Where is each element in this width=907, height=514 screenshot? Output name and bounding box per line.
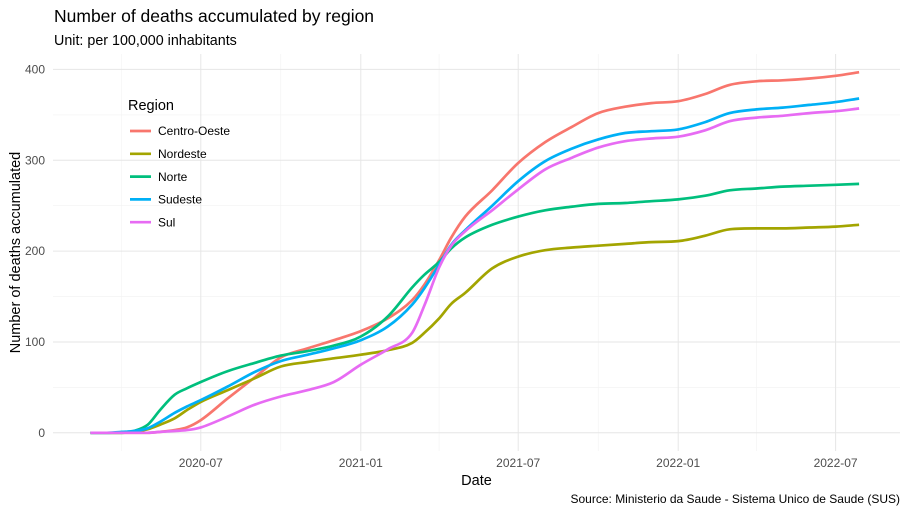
legend-item-sudeste: Sudeste xyxy=(130,193,202,207)
x-tick-label: 2022-01 xyxy=(656,456,700,470)
y-tick-label: 300 xyxy=(25,153,45,167)
y-tick-label: 0 xyxy=(38,426,45,440)
legend-item-nordeste: Nordeste xyxy=(130,147,207,161)
legend-label: Sudeste xyxy=(158,193,202,207)
legend-item-norte: Norte xyxy=(130,170,188,184)
legend-item-sul: Sul xyxy=(130,215,175,229)
y-tick-label: 400 xyxy=(25,62,45,76)
series-line-sul xyxy=(90,107,860,435)
source-caption: Source: Ministerio da Saude - Sistema Un… xyxy=(571,492,901,506)
chart-title: Number of deaths accumulated by region xyxy=(54,6,374,26)
series-line-norte xyxy=(90,182,860,435)
legend-label: Nordeste xyxy=(158,147,207,161)
legend-label: Centro-Oeste xyxy=(158,124,230,138)
legend-item-centro-oeste: Centro-Oeste xyxy=(130,124,230,138)
x-tick-label: 2021-07 xyxy=(496,456,540,470)
legend-label: Sul xyxy=(158,215,175,229)
y-axis-label: Number of deaths accumulated xyxy=(8,152,24,354)
minor-gridlines xyxy=(53,54,900,451)
y-tick-label: 200 xyxy=(25,244,45,258)
x-tick-label: 2022-07 xyxy=(814,456,858,470)
legend-title: Region xyxy=(128,98,174,114)
legend: Region Centro-Oeste Nordeste Norte Sudeste S… xyxy=(128,98,230,229)
series-line-nordeste xyxy=(90,223,860,435)
legend-label: Norte xyxy=(158,170,188,184)
y-tick-label: 100 xyxy=(25,335,45,349)
series-lines xyxy=(90,70,860,435)
chart-subtitle: Unit: per 100,000 inhabitants xyxy=(54,33,237,49)
x-axis-ticks: 2020-07 2021-01 2021-07 2022-01 2022-07 xyxy=(179,456,858,470)
y-axis-ticks: 0 100 200 300 400 xyxy=(25,62,45,439)
x-axis-label: Date xyxy=(461,473,492,489)
series-line-sudeste xyxy=(90,97,860,435)
x-tick-label: 2021-01 xyxy=(339,456,383,470)
x-tick-label: 2020-07 xyxy=(179,456,223,470)
major-gridlines xyxy=(53,54,900,451)
